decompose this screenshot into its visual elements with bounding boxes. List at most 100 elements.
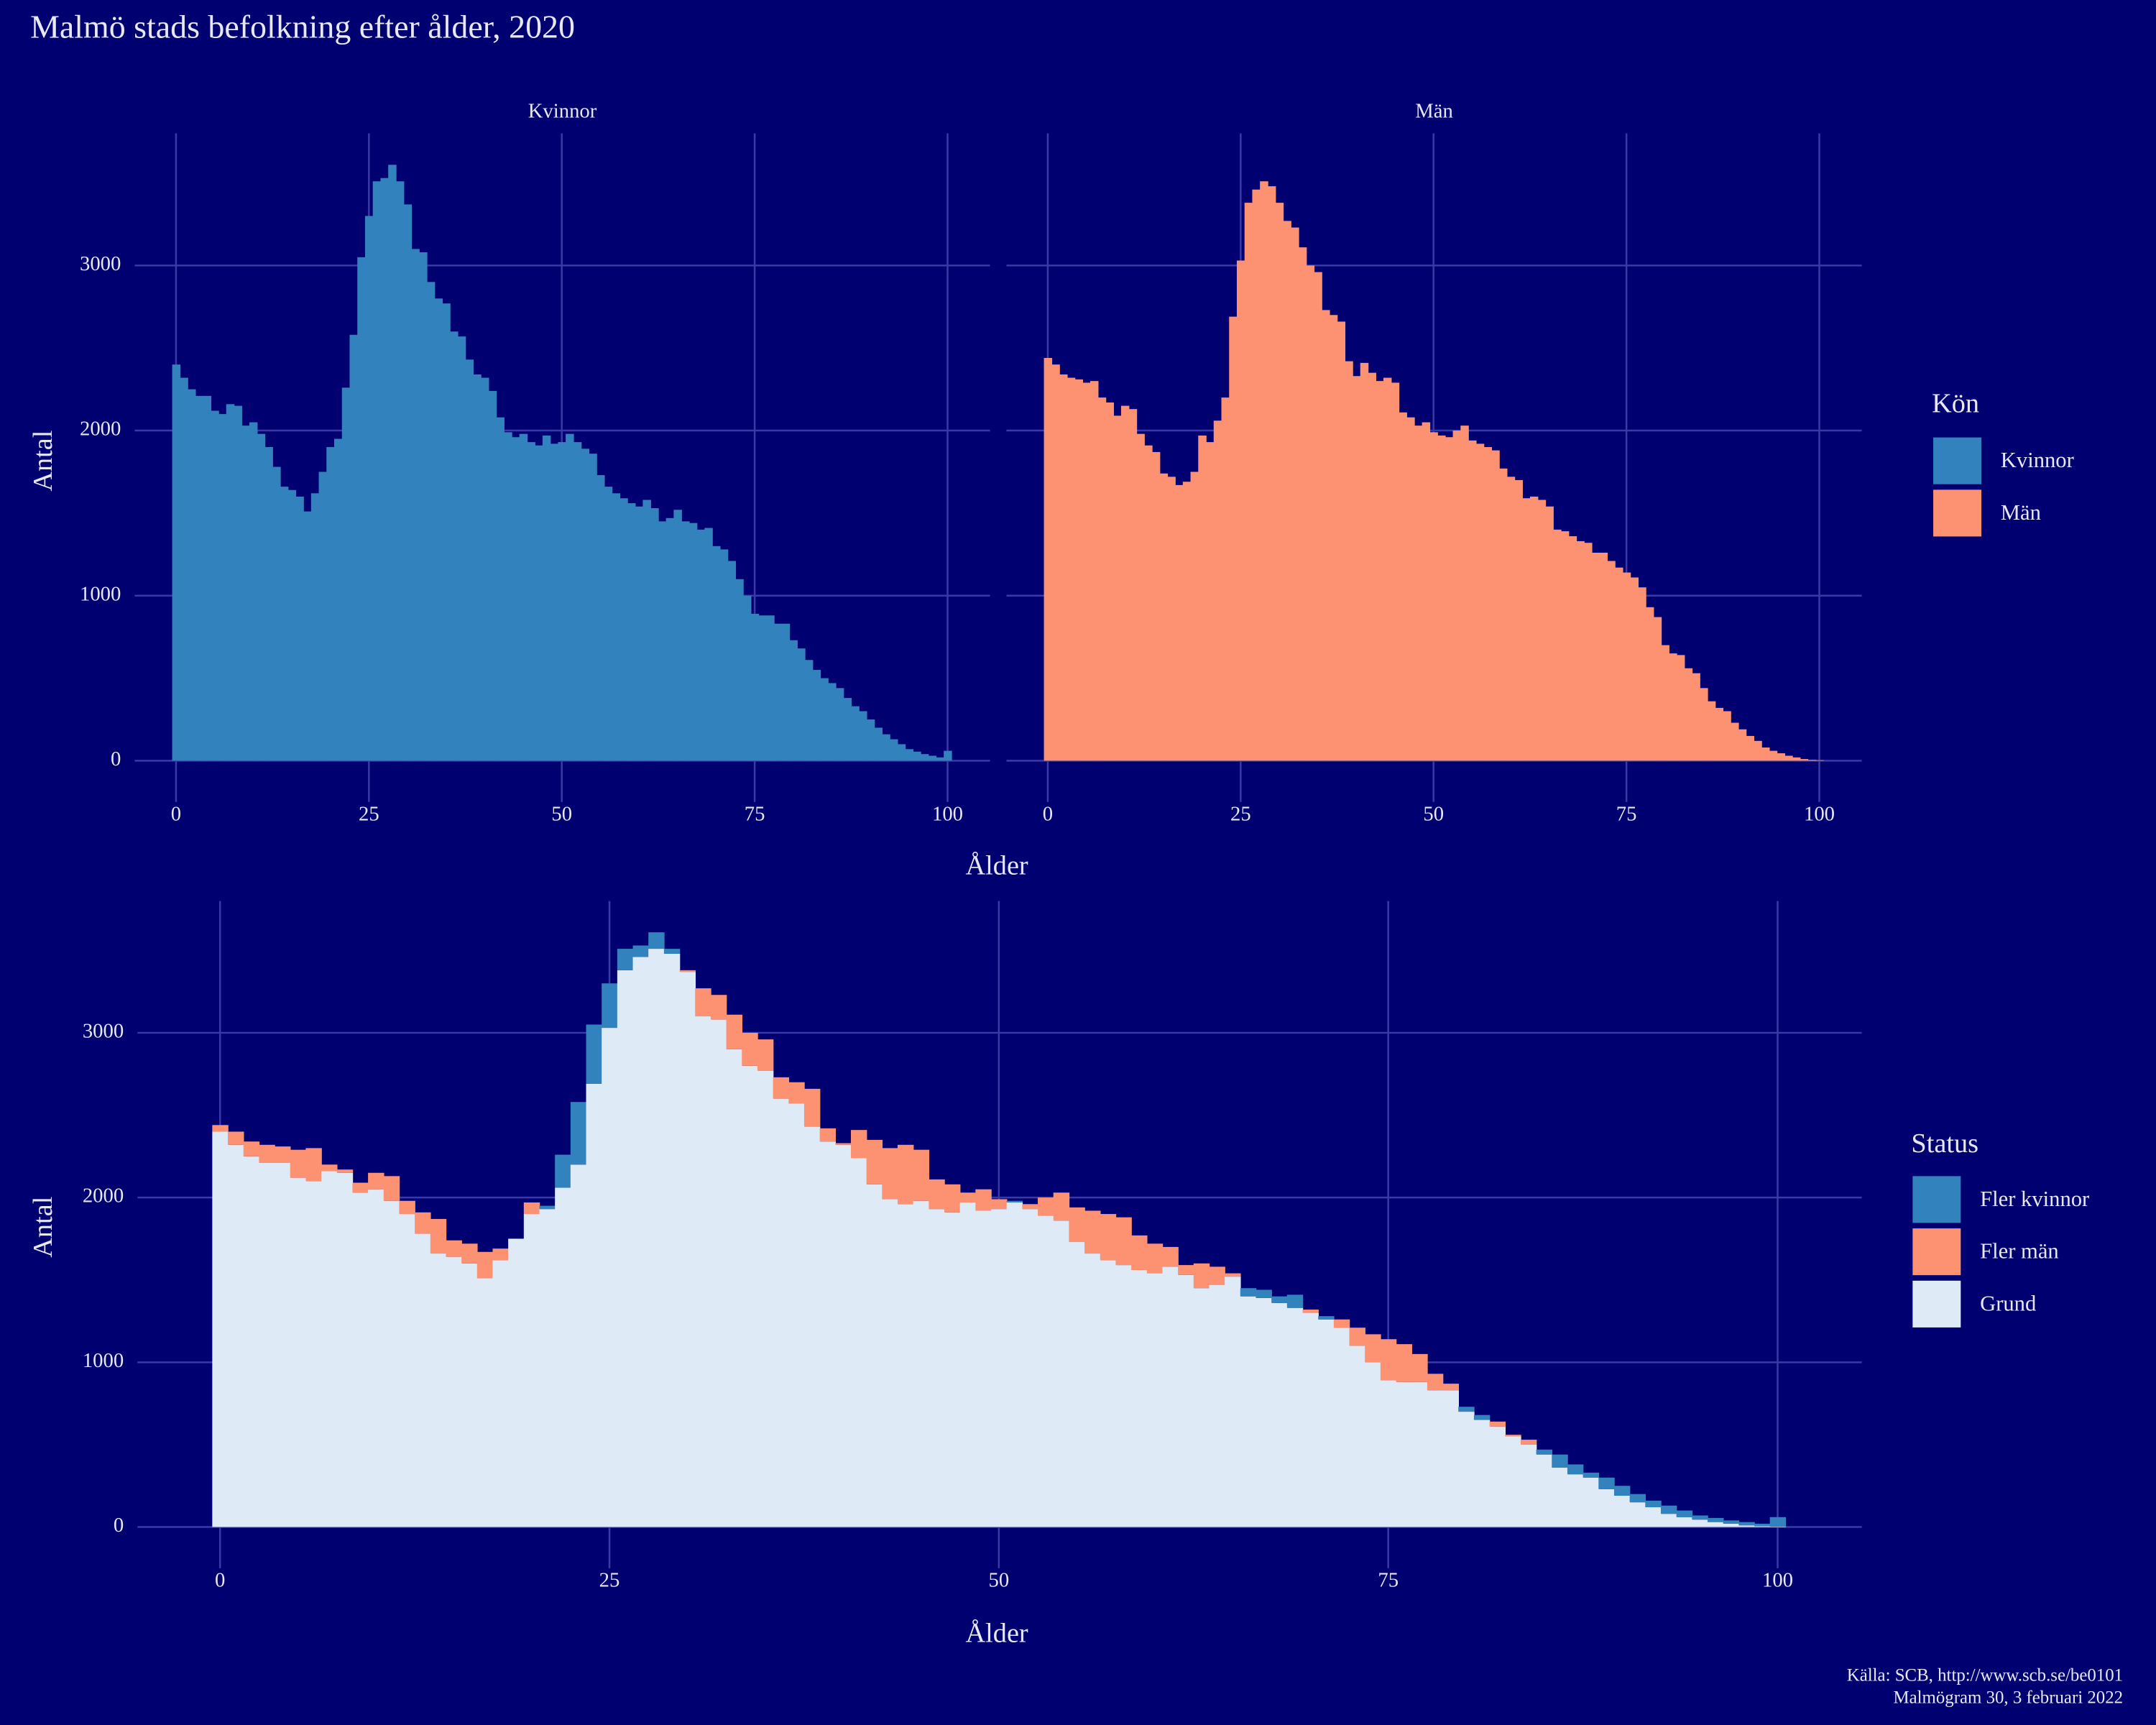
bar-excess <box>383 1176 400 1201</box>
legend-label: Grund <box>1980 1291 2036 1315</box>
y-tick-label: 2000 <box>83 1184 124 1208</box>
bar-excess <box>773 1077 790 1099</box>
bar <box>882 734 890 761</box>
bar <box>1059 374 1068 761</box>
bar <box>1213 420 1222 761</box>
bar-excess <box>1146 1243 1164 1274</box>
bar-excess <box>1458 1407 1475 1412</box>
bar-excess <box>1489 1421 1506 1427</box>
bar-excess <box>1209 1266 1225 1285</box>
legend-label: Män <box>2001 500 2041 525</box>
bar-excess <box>1552 1454 1568 1468</box>
bar-excess <box>1006 1200 1023 1203</box>
bar <box>303 511 312 761</box>
bar-base <box>1738 1525 1755 1527</box>
legend-swatch <box>1933 437 1982 484</box>
bar-base <box>835 1144 852 1527</box>
bar-excess <box>1427 1374 1444 1391</box>
bar-excess <box>648 932 665 949</box>
bar <box>1669 653 1677 761</box>
bar <box>411 249 420 761</box>
bar-base <box>243 1156 260 1527</box>
bar-base <box>1629 1502 1646 1527</box>
x-tick-label: 25 <box>359 803 379 826</box>
bar-base <box>1458 1412 1475 1527</box>
bar <box>1638 587 1646 761</box>
bar-excess <box>897 1144 914 1205</box>
bar-base <box>602 1028 618 1527</box>
x-tick-label: 25 <box>1230 803 1251 826</box>
bar-excess <box>1271 1296 1288 1303</box>
bar <box>1229 316 1238 761</box>
bar <box>1067 377 1076 761</box>
bar-excess <box>632 945 649 957</box>
bar <box>704 528 713 761</box>
bar <box>1815 760 1824 761</box>
bar <box>318 472 328 761</box>
bar <box>1731 722 1739 761</box>
bar-base <box>1084 1254 1101 1527</box>
bar <box>1630 577 1639 761</box>
bar <box>1260 181 1268 761</box>
bar-base <box>726 1049 743 1527</box>
bar <box>1167 477 1176 761</box>
bar-base <box>1178 1274 1194 1527</box>
y-tick-label: 2000 <box>80 418 121 441</box>
bar-base <box>1365 1362 1381 1527</box>
bar-base <box>929 1209 945 1527</box>
strip-label: Kvinnor <box>528 100 597 123</box>
bar-excess <box>399 1200 415 1215</box>
bar-base <box>570 1164 587 1527</box>
bar-excess <box>819 1128 837 1142</box>
bar <box>1483 447 1493 761</box>
x-tick-label: 75 <box>745 803 765 826</box>
bar <box>1221 397 1230 761</box>
bar-base <box>757 1070 774 1527</box>
bar <box>1376 381 1384 761</box>
bar <box>828 683 837 761</box>
bar <box>450 331 459 761</box>
bar <box>897 744 906 761</box>
bar <box>1383 377 1392 761</box>
x-axis-title: Ålder <box>966 1618 1028 1648</box>
bar-base <box>695 1016 711 1527</box>
bar-excess <box>975 1189 992 1211</box>
bar-base <box>710 1019 727 1527</box>
bar <box>535 445 543 761</box>
bar <box>589 454 597 761</box>
bar-base <box>212 1131 229 1527</box>
x-tick-label: 100 <box>1762 1569 1793 1592</box>
x-tick-label: 0 <box>215 1569 225 1592</box>
bar-excess <box>1442 1384 1459 1391</box>
bar <box>1784 755 1793 761</box>
bar-base <box>1225 1276 1241 1527</box>
bar <box>1291 227 1299 761</box>
bar-base <box>1131 1269 1148 1527</box>
bar <box>1368 372 1376 761</box>
bar-excess <box>1536 1449 1553 1455</box>
bar-base <box>1286 1307 1304 1527</box>
bar <box>1723 711 1731 761</box>
bar <box>542 435 551 761</box>
bar-base <box>321 1171 338 1527</box>
bar-base <box>305 1181 322 1527</box>
bar <box>1175 484 1184 761</box>
bar-excess <box>461 1243 478 1264</box>
bar <box>1437 435 1446 761</box>
y-tick-label: 0 <box>114 1514 124 1537</box>
bar <box>295 496 304 761</box>
bar <box>1692 673 1700 761</box>
bar <box>928 755 937 761</box>
bar-base <box>1193 1288 1210 1527</box>
bar <box>519 433 528 761</box>
bar <box>913 751 921 761</box>
bar <box>1283 221 1291 761</box>
bar <box>1051 364 1060 761</box>
bar <box>1653 617 1662 761</box>
bar-base <box>430 1254 447 1527</box>
bar <box>1275 203 1284 761</box>
bar-base <box>913 1200 930 1527</box>
x-tick-label: 50 <box>551 803 572 826</box>
bar-excess <box>336 1169 354 1173</box>
bar-base <box>523 1214 540 1527</box>
